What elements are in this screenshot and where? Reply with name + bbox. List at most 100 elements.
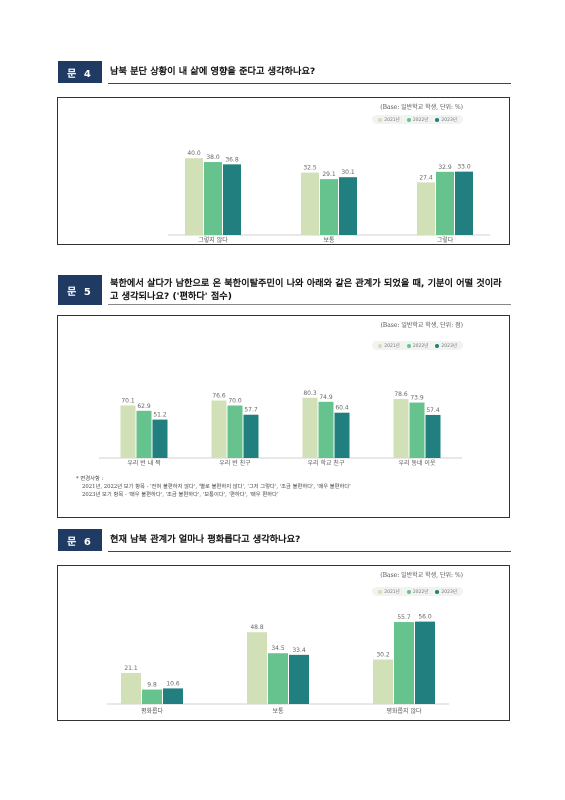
question-underline [108,551,511,552]
data-label: 74.9 [319,394,333,401]
data-label: 60.4 [335,405,349,412]
bar-chart-q6: 21.1 9.8 10.6 평화롭다 48.8 34.5 33.4 보통 30.2 55.7 56.… [107,614,449,715]
data-label: 57.7 [244,407,258,414]
legend-swatch [378,117,383,122]
category-label: 그렇지 않다 [198,236,228,244]
change-note: * 변경사항 : 2021년, 2022년 보기 항목 - '전혀 불편하지 않… [76,475,351,499]
question-number-badge: 문 6 [58,529,102,551]
question-title: 현재 남북 관계가 얼마나 평화롭다고 생각하나요? [110,534,301,545]
data-label: 21.1 [124,665,138,672]
legend-item-2023: 2023년 [435,343,457,349]
category-label: 우리 동네 이웃 [399,459,436,467]
category-label: 보통 [272,708,284,715]
data-label: 73.9 [410,395,424,402]
data-label: 32.9 [438,164,452,171]
bar [142,689,162,704]
bar [223,164,241,235]
category-label: 우리 반 내 짝 [127,459,161,467]
legend-item-2023: 2023년 [435,117,457,123]
data-label: 30.2 [376,652,390,659]
base-note: (Base: 일반학교 학생, 단위: %) [380,572,463,579]
data-label: 57.4 [426,407,440,414]
data-label: 40.0 [187,150,201,157]
bar [185,158,203,235]
category-label: 평화롭다 [141,707,164,715]
bar [163,688,183,704]
bar [247,632,267,704]
legend-swatch [435,343,440,348]
data-label: 29.1 [322,171,336,178]
bar [409,402,425,458]
bar-chart-q4: 40.0 38.0 36.8 그렇지 않다 32.5 29.1 30.1 보통 27.4 32.9… [168,150,490,244]
question-6-header: 문 6 현재 남북 관계가 얼마나 평화롭다고 생각하나요? [58,529,510,551]
bar [243,414,259,458]
legend-swatch [406,343,411,348]
legend-item-2022: 2022년 [406,343,428,349]
bar-chart-q5: 70.162.951.2 우리 반 내 짝 76.670.057.7 우리 반 친구 8… [99,390,462,467]
bar [320,179,338,235]
bar [393,399,409,458]
data-label: 78.6 [394,391,408,398]
data-label: 62.9 [137,403,151,410]
change-note-line: 2021년, 2022년 보기 항목 - '전혀 불편하지 않다', '별로 불… [82,484,351,490]
bar [455,171,473,235]
base-note: (Base: 일반학교 학생, 단위: %) [380,104,463,111]
bar [301,172,319,235]
category-label: 보통 [323,237,335,244]
bar [120,405,136,458]
data-label: 70.1 [121,397,135,404]
data-label: 38.0 [206,154,220,161]
bar [334,412,350,458]
bar [211,400,227,458]
bar [302,397,318,458]
legend-swatch [435,117,440,122]
data-label: 51.2 [153,412,167,419]
data-label: 34.5 [271,645,285,652]
change-note-head: * 변경사항 : [76,476,104,482]
data-label: 33.0 [457,164,471,171]
bar [339,177,357,235]
chart-panel-q6: (Base: 일반학교 학생, 단위: %) 2021년 2022년 2023년… [57,565,510,721]
category-label: 평화롭지 않다 [386,707,422,715]
change-note-line: 2023년 보기 항목 - '매우 불편하다', '조금 불편하다', '보통이… [82,492,279,498]
question-5-header: 문 5 북한에서 살다가 남한으로 온 북한이탈주민이 나와 아래와 같은 관계… [58,275,510,305]
bar [415,621,435,704]
data-label: 27.4 [419,174,433,181]
bar [425,414,441,458]
bar [136,410,152,458]
data-label: 10.6 [166,680,180,687]
question-number-badge: 문 5 [58,275,102,305]
data-label: 76.6 [212,393,226,400]
chart-legend: 2021년 2022년 2023년 [372,587,463,596]
legend-item-2021: 2021년 [378,589,400,595]
legend-item-2021: 2021년 [378,343,400,349]
bar [152,419,168,458]
data-label: 9.8 [147,682,157,689]
chart-legend: 2021년 2022년 2023년 [372,341,463,350]
question-underline [108,83,511,84]
chart-panel-q5: (Base: 일반학교 학생, 단위: 점) 2021년 2022년 2023년… [57,315,510,518]
bar [121,672,141,704]
data-label: 36.8 [225,156,239,163]
chart-panel-q4: (Base: 일반학교 학생, 단위: %) 2021년 2022년 2023년… [57,97,510,245]
category-label: 우리 반 친구 [219,459,251,467]
legend-swatch [406,117,411,122]
chart-legend: 2021년 2022년 2023년 [372,115,463,124]
data-label: 33.4 [292,647,306,654]
legend-swatch [435,589,440,594]
data-label: 55.7 [397,614,411,621]
legend-item-2022: 2022년 [406,117,428,123]
bar [373,659,393,704]
legend-item-2023: 2023년 [435,589,457,595]
bar [417,182,435,235]
question-underline [108,304,511,305]
bar [268,653,288,704]
category-label: 그렇다 [437,236,454,244]
legend-swatch [406,589,411,594]
legend-swatch [378,343,383,348]
question-title: 남북 분단 상황이 내 삶에 영향을 준다고 생각하나요? [110,66,316,77]
bar [227,405,243,458]
question-number-badge: 문 4 [58,61,102,83]
legend-item-2022: 2022년 [406,589,428,595]
data-label: 30.1 [341,169,355,176]
